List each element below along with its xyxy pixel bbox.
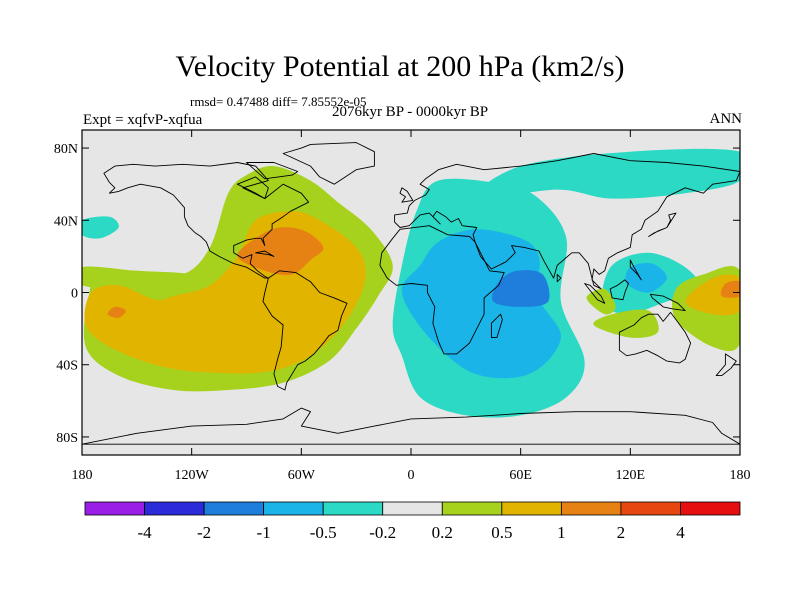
coastline-australia: [618, 311, 692, 364]
contour-region-pacific-strong-blob: [107, 306, 126, 318]
colorbar-label: 1: [557, 523, 566, 542]
coastline-borneo: [609, 279, 629, 301]
colorbar-box: [382, 501, 443, 516]
colorbar-box: [441, 501, 503, 516]
coastline-antarctica: [82, 407, 740, 445]
colorbar-label: -0.5: [310, 523, 337, 542]
y-axis: 80N 40N 0 40S 80S: [54, 142, 740, 446]
chart-title: Velocity Potential at 200 hPa (km2/s): [175, 50, 625, 83]
x-tick-label: 60W: [288, 468, 316, 483]
colorbar-box: [560, 501, 622, 516]
coastline-greenland: [282, 142, 375, 185]
coastline-uk: [399, 187, 414, 203]
x-axis: 180 120W 60W 0 60E 120E 180: [72, 130, 751, 483]
colorbar-label: -1: [257, 523, 271, 542]
x-tick-label: 120W: [175, 468, 210, 483]
colorbar-label: 2: [617, 523, 626, 542]
colorbar-box: [144, 501, 205, 516]
y-tick-label: 40N: [54, 214, 78, 229]
y-tick-label: 0: [71, 287, 78, 302]
y-tick-label: 80S: [56, 431, 78, 446]
colorbar-box: [322, 501, 384, 516]
colorbar-box: [680, 501, 741, 516]
contour-region-indian-core: [492, 270, 550, 307]
colorbar-label: 4: [676, 523, 685, 542]
coastline-sumatra: [584, 283, 606, 304]
coastline-hudson-bay: [236, 176, 269, 200]
season-label: ANN: [709, 111, 743, 127]
x-tick-label: 120E: [616, 468, 646, 483]
coastline-new-guinea: [649, 293, 686, 312]
contour-region-australia-positive: [593, 309, 659, 338]
contour-region-east-strong: [720, 280, 740, 298]
contour-region-atlantic-strong: [237, 227, 324, 276]
colorbar-box: [620, 501, 681, 516]
coastline-japan: [648, 212, 677, 237]
contour-region-african-indian-weak: [401, 229, 561, 379]
colorbar-box: [203, 501, 265, 516]
filled-contours: [82, 148, 740, 418]
colorbar-label: -2: [197, 523, 211, 542]
colorbar-box: [501, 501, 562, 516]
coastline-cuba: [255, 250, 275, 257]
experiment-label: Expt = xqfvP-xqfua: [83, 112, 203, 128]
coastline-madagascar: [490, 313, 503, 339]
coastline-eurasia: [394, 153, 740, 290]
coastlines: [82, 142, 740, 445]
contour-region-atlantic-positive-pacific-tongue: [82, 266, 201, 289]
colorbar-box: [263, 501, 324, 516]
colorbar-label: -4: [137, 523, 152, 542]
coastline-africa: [379, 225, 505, 355]
coastline-philippines: [629, 259, 642, 281]
x-tick-label: 60E: [509, 468, 532, 483]
colorbar: -4 -2 -1 -0.5 -0.2 0.2 0.5 1 2 4: [84, 501, 741, 542]
colorbar-box: [84, 501, 145, 516]
x-tick-label: 0: [408, 468, 415, 483]
contour-region-siberia-negative: [474, 148, 740, 200]
x-tick-label: 180: [730, 468, 751, 483]
coastline-sri-lanka: [556, 273, 562, 283]
coastline-north-america: [103, 162, 310, 279]
chart-subtitle: 2076kyr BP - 0000kyr BP: [331, 104, 489, 120]
coastline-south-america: [262, 270, 348, 391]
contour-region-pacific-w-negative: [82, 216, 119, 239]
coastline-baffin-island: [246, 162, 299, 180]
colorbar-label: 0.5: [491, 523, 512, 542]
rmsd-diff-stats: rmsd= 0.47488 diff= 7.85552e-05: [190, 94, 367, 109]
colorbar-label: -0.2: [369, 523, 396, 542]
coastline-new-zealand: [715, 353, 737, 377]
colorbar-label: 0.2: [432, 523, 453, 542]
y-tick-label: 80N: [54, 142, 78, 157]
x-tick-label: 180: [72, 468, 93, 483]
y-tick-label: 40S: [56, 359, 78, 374]
